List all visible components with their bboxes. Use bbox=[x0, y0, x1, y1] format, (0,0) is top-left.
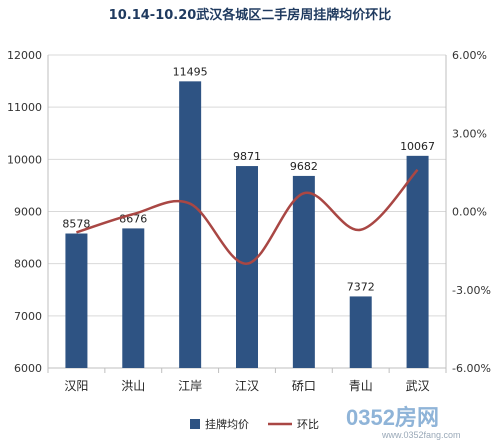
bar bbox=[406, 155, 429, 368]
bar-data-label: 8578 bbox=[62, 218, 90, 231]
legend-line-label: 环比 bbox=[297, 418, 319, 431]
bar bbox=[349, 296, 372, 368]
bar bbox=[292, 175, 315, 368]
right-tick-label: 6.00% bbox=[452, 49, 487, 62]
bar bbox=[122, 228, 145, 368]
category-label: 青山 bbox=[349, 379, 373, 393]
category-label: 洪山 bbox=[121, 379, 145, 393]
category-axis: 汉阳 洪山 江岸 江汉 硚口 青山 武汉 bbox=[47, 368, 447, 393]
category-label: 武汉 bbox=[406, 379, 430, 393]
left-tick-label: 6000 bbox=[14, 362, 42, 375]
grid bbox=[47, 54, 447, 369]
left-tick-label: 8000 bbox=[14, 258, 42, 271]
line-series bbox=[76, 168, 419, 265]
right-tick-label: 3.00% bbox=[452, 127, 487, 140]
bar-data-label: 10067 bbox=[400, 140, 435, 153]
left-tick-label: 10000 bbox=[7, 153, 42, 166]
left-tick-label: 12000 bbox=[7, 49, 42, 62]
left-tick-label: 9000 bbox=[14, 206, 42, 219]
bar-data-label: 9682 bbox=[290, 160, 318, 173]
right-axis-ticks: -6.00% -3.00% 0.00% 3.00% 6.00% bbox=[452, 49, 491, 375]
left-tick-label: 11000 bbox=[7, 101, 42, 114]
chart-title: 10.14-10.20武汉各城区二手房周挂牌均价环比 bbox=[109, 7, 392, 23]
category-label: 汉阳 bbox=[64, 379, 88, 393]
legend-bar-swatch bbox=[190, 419, 200, 429]
bar-data-label: 11495 bbox=[173, 65, 208, 78]
watermark-text: 0352房网 bbox=[346, 405, 439, 430]
bar-data-label: 7372 bbox=[347, 280, 375, 293]
bar bbox=[179, 81, 202, 368]
right-tick-label: -3.00% bbox=[452, 284, 491, 297]
category-label: 江汉 bbox=[235, 379, 259, 393]
bar bbox=[65, 233, 88, 368]
right-tick-label: 0.00% bbox=[452, 206, 487, 219]
right-tick-label: -6.00% bbox=[452, 362, 491, 375]
category-label: 江岸 bbox=[178, 379, 202, 393]
left-tick-label: 7000 bbox=[14, 310, 42, 323]
left-axis-ticks: 6000 7000 8000 9000 10000 11000 12000 bbox=[7, 49, 42, 375]
watermark-url: www.0352fang.com bbox=[381, 430, 461, 440]
legend-bar-label: 挂牌均价 bbox=[205, 417, 249, 431]
watermark-logo: 0352房网 www.0352fang.com bbox=[346, 405, 461, 440]
bar bbox=[236, 166, 258, 368]
category-label: 硚口 bbox=[292, 379, 316, 393]
bar-series bbox=[65, 81, 429, 368]
legend: 挂牌均价 环比 bbox=[190, 417, 319, 431]
bar-data-label: 9871 bbox=[233, 150, 261, 163]
